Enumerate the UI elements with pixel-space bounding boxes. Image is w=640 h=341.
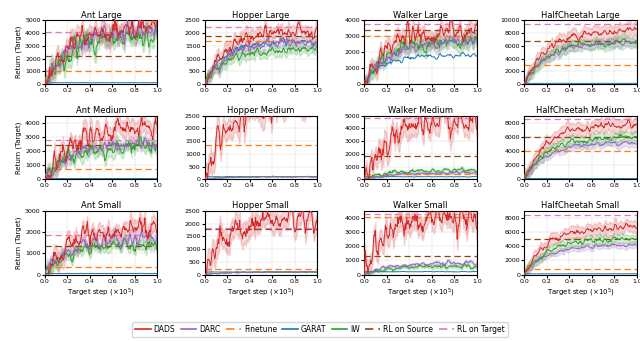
Title: Ant Medium: Ant Medium bbox=[76, 106, 127, 115]
Title: Hopper Medium: Hopper Medium bbox=[227, 106, 294, 115]
Legend: DADS, DARC, Finetune, GARAT, IW, RL on Source, RL on Target: DADS, DARC, Finetune, GARAT, IW, RL on S… bbox=[132, 322, 508, 337]
X-axis label: Target step ($\times$10$^5$): Target step ($\times$10$^5$) bbox=[227, 286, 294, 299]
Title: HalfCheetah Large: HalfCheetah Large bbox=[541, 11, 620, 20]
Title: Walker Medium: Walker Medium bbox=[388, 106, 453, 115]
Title: Hopper Large: Hopper Large bbox=[232, 11, 289, 20]
X-axis label: Target step ($\times$10$^5$): Target step ($\times$10$^5$) bbox=[67, 286, 135, 299]
X-axis label: Target step ($\times$10$^5$): Target step ($\times$10$^5$) bbox=[387, 286, 454, 299]
Title: Ant Small: Ant Small bbox=[81, 201, 121, 210]
Title: Hopper Small: Hopper Small bbox=[232, 201, 289, 210]
Title: Walker Large: Walker Large bbox=[393, 11, 448, 20]
X-axis label: Target step ($\times$10$^5$): Target step ($\times$10$^5$) bbox=[547, 286, 614, 299]
Title: Walker Small: Walker Small bbox=[394, 201, 448, 210]
Title: HalfCheetah Small: HalfCheetah Small bbox=[541, 201, 620, 210]
Y-axis label: Return (Target): Return (Target) bbox=[16, 26, 22, 78]
Title: Ant Large: Ant Large bbox=[81, 11, 122, 20]
Y-axis label: Return (Target): Return (Target) bbox=[16, 217, 22, 269]
Y-axis label: Return (Target): Return (Target) bbox=[16, 121, 22, 174]
Title: HalfCheetah Medium: HalfCheetah Medium bbox=[536, 106, 625, 115]
